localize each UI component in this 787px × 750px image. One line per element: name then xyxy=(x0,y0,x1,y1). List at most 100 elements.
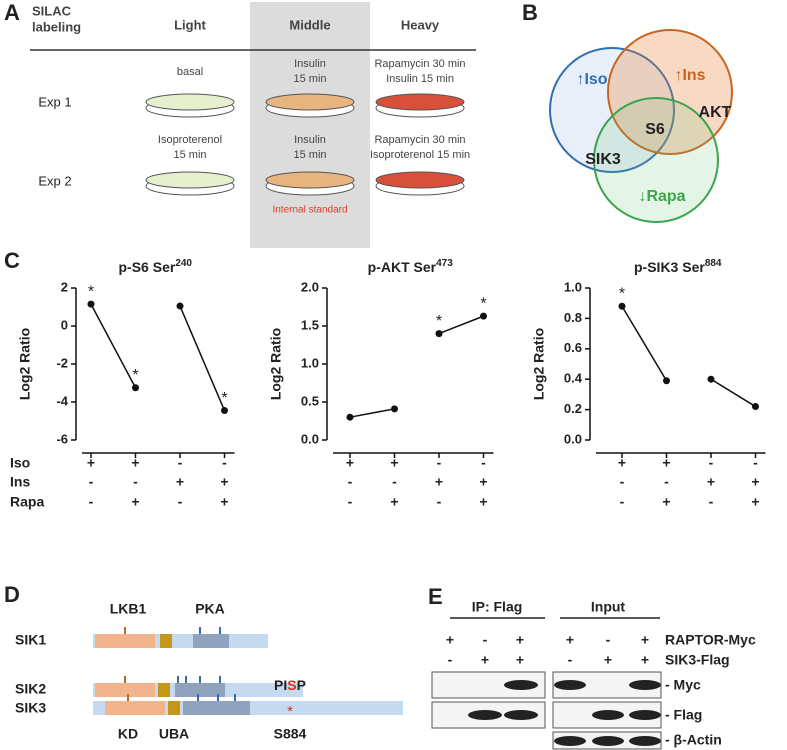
title-text: p-S6 Ser xyxy=(119,259,176,275)
y-tick-label: 0.2 xyxy=(564,401,582,416)
kinase-domain xyxy=(95,634,155,648)
condition: Rapamycin 30 min xyxy=(374,134,465,146)
sik3 xyxy=(93,694,403,715)
y-tick-label: -2 xyxy=(56,355,68,370)
chart-title: p-SIK3 Ser884 xyxy=(634,258,722,275)
treatment-sign: + xyxy=(446,632,454,648)
treatment-sign: - xyxy=(89,474,94,490)
motif: PISP xyxy=(274,677,306,693)
band xyxy=(592,710,624,720)
condition: Isoproterenol xyxy=(158,134,222,146)
treatment-sign: - xyxy=(89,494,94,510)
venn-set: ↑Iso xyxy=(576,71,607,88)
treatment-sign: - xyxy=(709,494,714,510)
treatment-sign: + xyxy=(220,494,228,510)
treatment-sign: + xyxy=(220,474,228,490)
series-line xyxy=(438,315,484,335)
pka-region xyxy=(183,701,250,715)
y-tick-label: 0.6 xyxy=(564,340,582,355)
significance: * xyxy=(619,285,625,302)
chart-title: p-S6 Ser240 xyxy=(119,258,193,275)
y-tick-label: 1.5 xyxy=(301,317,319,332)
dish xyxy=(265,93,355,111)
y-tick-label: 0.8 xyxy=(564,310,582,325)
y-tick-label: 0.4 xyxy=(564,371,583,386)
band xyxy=(629,736,661,746)
treatment-sign: + xyxy=(618,455,626,471)
data-point xyxy=(480,312,487,320)
condition: Insulin 15 min xyxy=(386,73,454,85)
treatment-sign: - xyxy=(481,455,486,471)
venn-circle xyxy=(593,97,719,223)
series-line xyxy=(349,408,395,418)
kinase-domain xyxy=(95,683,155,697)
y-tick-label: 2.0 xyxy=(301,279,319,294)
y-tick-label: -4 xyxy=(56,393,68,408)
protein-label: SIK3 xyxy=(15,700,46,716)
venn-circle xyxy=(549,47,675,173)
treatment-sign: + xyxy=(751,494,759,510)
panel-label: C xyxy=(4,248,20,273)
treatment-sign: - xyxy=(753,455,758,471)
dish xyxy=(375,171,465,189)
motif-part: PI xyxy=(274,677,287,693)
uba-domain xyxy=(158,683,170,697)
treatment-sign: - xyxy=(620,494,625,510)
significance: * xyxy=(221,390,227,407)
band xyxy=(592,736,624,746)
treatment-sign: - xyxy=(392,474,397,490)
title-sup: 473 xyxy=(436,258,453,269)
dish xyxy=(145,93,235,111)
group-label: Input xyxy=(591,599,626,615)
protein-label: SIK2 xyxy=(15,681,46,697)
group-label: IP: Flag xyxy=(472,599,523,615)
data-point xyxy=(221,407,228,415)
treatment-sign: - xyxy=(348,494,353,510)
significance: * xyxy=(480,295,486,312)
treatment-sign: + xyxy=(641,632,649,648)
band xyxy=(629,710,661,720)
domain-label: LKB1 xyxy=(110,601,147,617)
condition: Insulin xyxy=(294,58,326,70)
data-point xyxy=(87,300,95,308)
treatment-sign: + xyxy=(87,455,95,471)
treatment-sign: + xyxy=(662,455,670,471)
treatment-sign: - xyxy=(483,632,488,648)
y-tick-label: 0 xyxy=(61,317,68,332)
silac-header: labeling xyxy=(32,19,81,34)
blots xyxy=(431,671,662,750)
experiment-label: Exp 2 xyxy=(38,173,71,188)
column-header: Light xyxy=(174,17,206,32)
note: Internal standard xyxy=(272,205,347,216)
condition: Rapamycin 30 min xyxy=(374,58,465,70)
data-point xyxy=(176,302,184,310)
middle-highlight xyxy=(250,2,370,248)
uba-domain xyxy=(168,701,180,715)
series-line xyxy=(710,378,756,408)
band xyxy=(554,736,586,746)
treatment-sign: - xyxy=(178,494,183,510)
treatment-sign: + xyxy=(516,652,524,668)
treatment-sign: - xyxy=(133,474,138,490)
y-axis-label: Log2 Ratio xyxy=(268,328,284,400)
site-mark: * xyxy=(287,703,293,720)
pka-region xyxy=(193,634,229,648)
kinase-domain xyxy=(105,701,165,715)
dishes xyxy=(145,93,465,196)
panel-label: D xyxy=(4,582,20,607)
column-header: Middle xyxy=(289,17,330,32)
venn-item: SIK3 xyxy=(585,151,621,168)
band-label: - Flag xyxy=(665,707,702,723)
data-point xyxy=(132,384,139,392)
title-text: p-SIK3 Ser xyxy=(634,259,705,275)
chart-title: p-AKT Ser473 xyxy=(368,258,454,275)
panel-label: E xyxy=(428,584,443,609)
y-tick-label: 0.5 xyxy=(301,393,319,408)
uba-domain xyxy=(160,634,172,648)
row-label: SIK3-Flag xyxy=(665,652,730,668)
y-tick-label: -6 xyxy=(56,431,68,446)
venn-set: ↑Ins xyxy=(674,67,705,84)
band-label: - β-Actin xyxy=(665,732,722,748)
y-tick-label: 1.0 xyxy=(564,279,582,294)
band xyxy=(468,710,502,720)
